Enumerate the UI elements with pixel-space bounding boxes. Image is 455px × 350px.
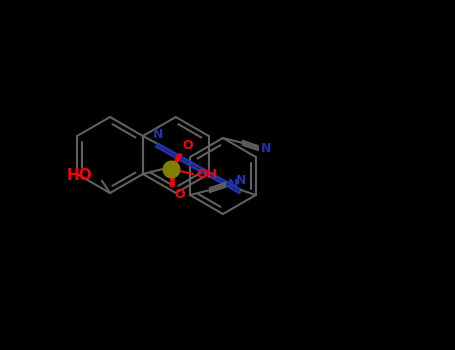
- Text: N: N: [228, 178, 238, 191]
- Text: O: O: [182, 139, 192, 152]
- Text: S: S: [167, 162, 176, 175]
- Text: HO: HO: [66, 168, 92, 182]
- Text: O: O: [174, 188, 185, 201]
- Text: N: N: [153, 128, 163, 141]
- Text: OH: OH: [196, 168, 217, 181]
- Text: N: N: [261, 141, 271, 154]
- Text: N: N: [236, 174, 246, 187]
